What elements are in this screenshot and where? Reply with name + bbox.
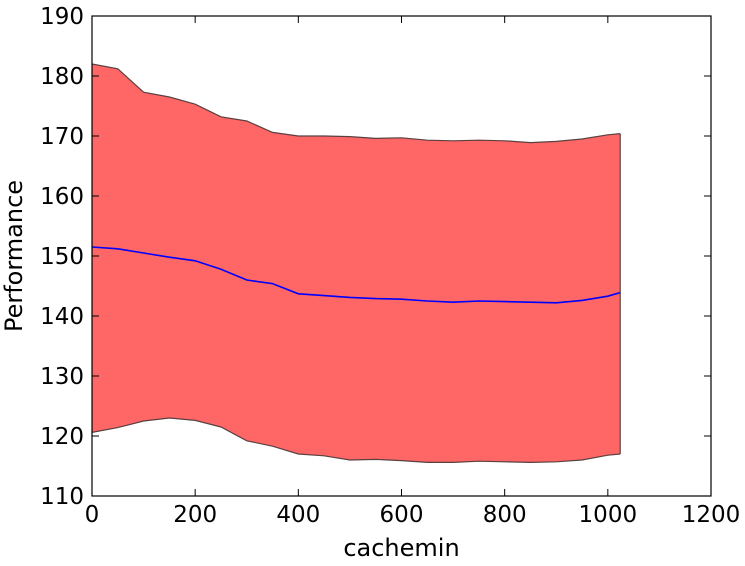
x-tick-label: 800 (483, 502, 527, 528)
upper-bound-line (91, 63, 621, 144)
plot-area (91, 63, 621, 464)
x-tick-label: 1200 (682, 502, 741, 528)
y-tick-label: 110 (40, 484, 84, 510)
y-tick-label: 140 (40, 304, 84, 330)
x-tick-label: 600 (380, 502, 424, 528)
mean-line (91, 246, 621, 304)
x-tick-label: 0 (85, 502, 100, 528)
y-tick-label: 150 (40, 244, 84, 270)
y-tick-label: 160 (40, 184, 84, 210)
axis-ticks: 0 200 400 600 800 1000 1200 110 120 130 140 150 160 1… (40, 4, 740, 528)
y-tick-label: 170 (40, 124, 84, 150)
y-tick-label: 180 (40, 64, 84, 90)
x-tick-label: 200 (173, 502, 217, 528)
y-tick-label: 190 (40, 4, 84, 30)
confidence-band (92, 64, 621, 463)
x-tick-label: 1000 (579, 502, 638, 528)
lower-bound-line (91, 417, 621, 464)
y-tick-label: 120 (40, 424, 84, 450)
x-tick-label: 400 (276, 502, 320, 528)
x-axis-label: cachemin (343, 534, 459, 562)
y-tick-label: 130 (40, 364, 84, 390)
y-axis-label: Performance (0, 180, 28, 332)
